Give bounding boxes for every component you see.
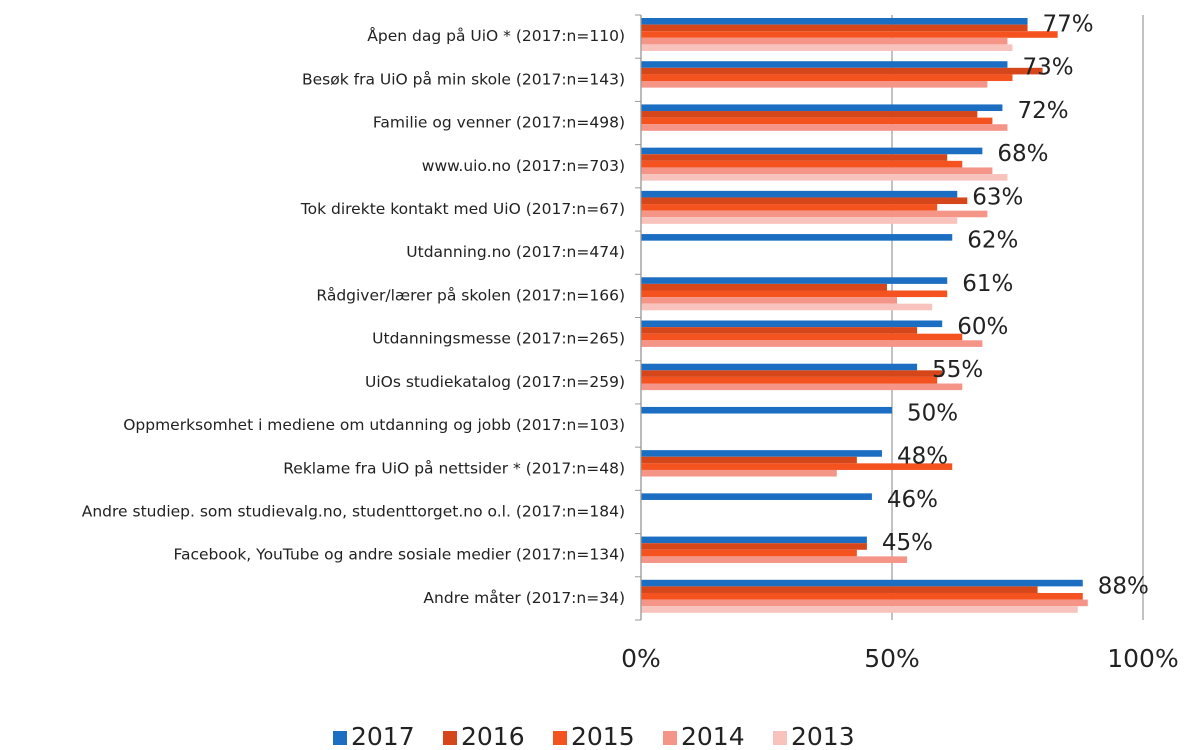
bar <box>641 579 1083 587</box>
bar <box>641 154 948 161</box>
y-tick-label: www.uio.no (2017:n=703) <box>422 157 625 175</box>
legend-swatch <box>773 731 787 745</box>
y-tick-label: Rådgiver/lærer på skolen (2017:n=166) <box>316 286 625 304</box>
data-label: 61% <box>962 271 1013 297</box>
bar <box>641 599 1088 607</box>
data-label: 62% <box>967 228 1018 254</box>
bar <box>641 456 857 464</box>
legend-label: 2017 <box>351 722 415 750</box>
y-tick-label: Reklame fra UiO på nettsider * (2017:n=4… <box>283 459 625 477</box>
data-label: 77% <box>1043 12 1094 38</box>
y-tick-label: Utdanning.no (2017:n=474) <box>406 243 625 261</box>
y-tick-label: Utdanningsmesse (2017:n=265) <box>372 330 625 348</box>
bar <box>641 217 958 224</box>
legend-swatch <box>333 731 347 745</box>
legend-label: 2016 <box>461 722 525 750</box>
bar <box>641 450 882 457</box>
y-tick-label: Åpen dag på UiO * (2017:n=110) <box>367 26 625 45</box>
bar <box>641 556 908 563</box>
bar <box>641 104 1003 112</box>
y-tick-label: Familie og venner (2017:n=498) <box>373 114 625 132</box>
y-tick-label: Tok direkte kontakt med UiO (2017:n=67) <box>300 200 625 218</box>
bar <box>641 383 963 391</box>
bar <box>641 197 968 205</box>
legend-swatch <box>553 731 567 745</box>
bar <box>641 463 953 470</box>
data-label: 68% <box>997 141 1048 167</box>
bar <box>641 37 1008 45</box>
bar <box>641 592 1083 600</box>
bar <box>641 469 837 477</box>
bar <box>641 376 938 384</box>
bar <box>641 74 1013 82</box>
x-tick-label: 0% <box>621 644 661 673</box>
y-tick-label: Oppmerksomhet i mediene om utdanning og … <box>123 416 625 434</box>
bar <box>641 549 857 557</box>
bar <box>641 67 1043 75</box>
bar <box>641 111 978 118</box>
bar <box>641 124 1008 131</box>
data-label: 48% <box>897 444 948 470</box>
bar <box>641 210 988 218</box>
legend-label: 2015 <box>571 722 635 750</box>
bar <box>641 290 948 298</box>
bar <box>641 297 898 304</box>
bar <box>641 370 943 377</box>
bar <box>641 61 1008 68</box>
bar <box>641 147 983 155</box>
data-label: 72% <box>1017 98 1068 124</box>
data-label: 46% <box>887 487 938 513</box>
bar <box>641 543 867 550</box>
bar <box>641 327 918 334</box>
bar <box>641 81 988 88</box>
x-tick-label: 100% <box>1107 644 1178 673</box>
bar <box>641 586 1038 593</box>
bar <box>641 190 958 198</box>
data-label: 60% <box>957 314 1008 340</box>
bar <box>641 283 887 291</box>
bar <box>641 333 963 341</box>
bar <box>641 31 1058 38</box>
bar <box>641 493 872 500</box>
bar <box>641 363 918 371</box>
bar <box>641 234 953 241</box>
x-tick-label: 50% <box>864 644 920 673</box>
legend-swatch <box>443 731 457 745</box>
legend-swatch <box>663 731 677 745</box>
bar <box>641 44 1013 51</box>
y-tick-label: Andre studiep. som studievalg.no, studen… <box>82 502 625 520</box>
y-tick-label: Besøk fra UiO på min skole (2017:n=143) <box>302 70 625 88</box>
data-label: 63% <box>972 184 1023 210</box>
bar <box>641 340 983 347</box>
data-label: 88% <box>1098 573 1149 599</box>
bar <box>641 320 943 328</box>
bar <box>641 204 938 211</box>
bar <box>641 167 993 175</box>
data-label: 45% <box>882 530 933 556</box>
bar <box>641 303 933 311</box>
bar <box>641 117 993 125</box>
bar <box>641 277 948 284</box>
legend-label: 2013 <box>791 722 855 750</box>
bar <box>641 406 892 414</box>
y-tick-label: Andre måter (2017:n=34) <box>423 589 625 607</box>
bar <box>641 18 1028 25</box>
y-tick-label: Facebook, YouTube og andre sosiale medie… <box>173 546 625 564</box>
data-label: 55% <box>932 357 983 383</box>
y-tick-label: UiOs studiekatalog (2017:n=259) <box>365 373 625 391</box>
bar <box>641 24 1028 32</box>
bar <box>641 160 963 168</box>
bar <box>641 174 1008 181</box>
legend-label: 2014 <box>681 722 745 750</box>
bar <box>641 536 867 544</box>
data-label: 73% <box>1022 55 1073 81</box>
bar <box>641 606 1078 613</box>
data-label: 50% <box>907 400 958 426</box>
